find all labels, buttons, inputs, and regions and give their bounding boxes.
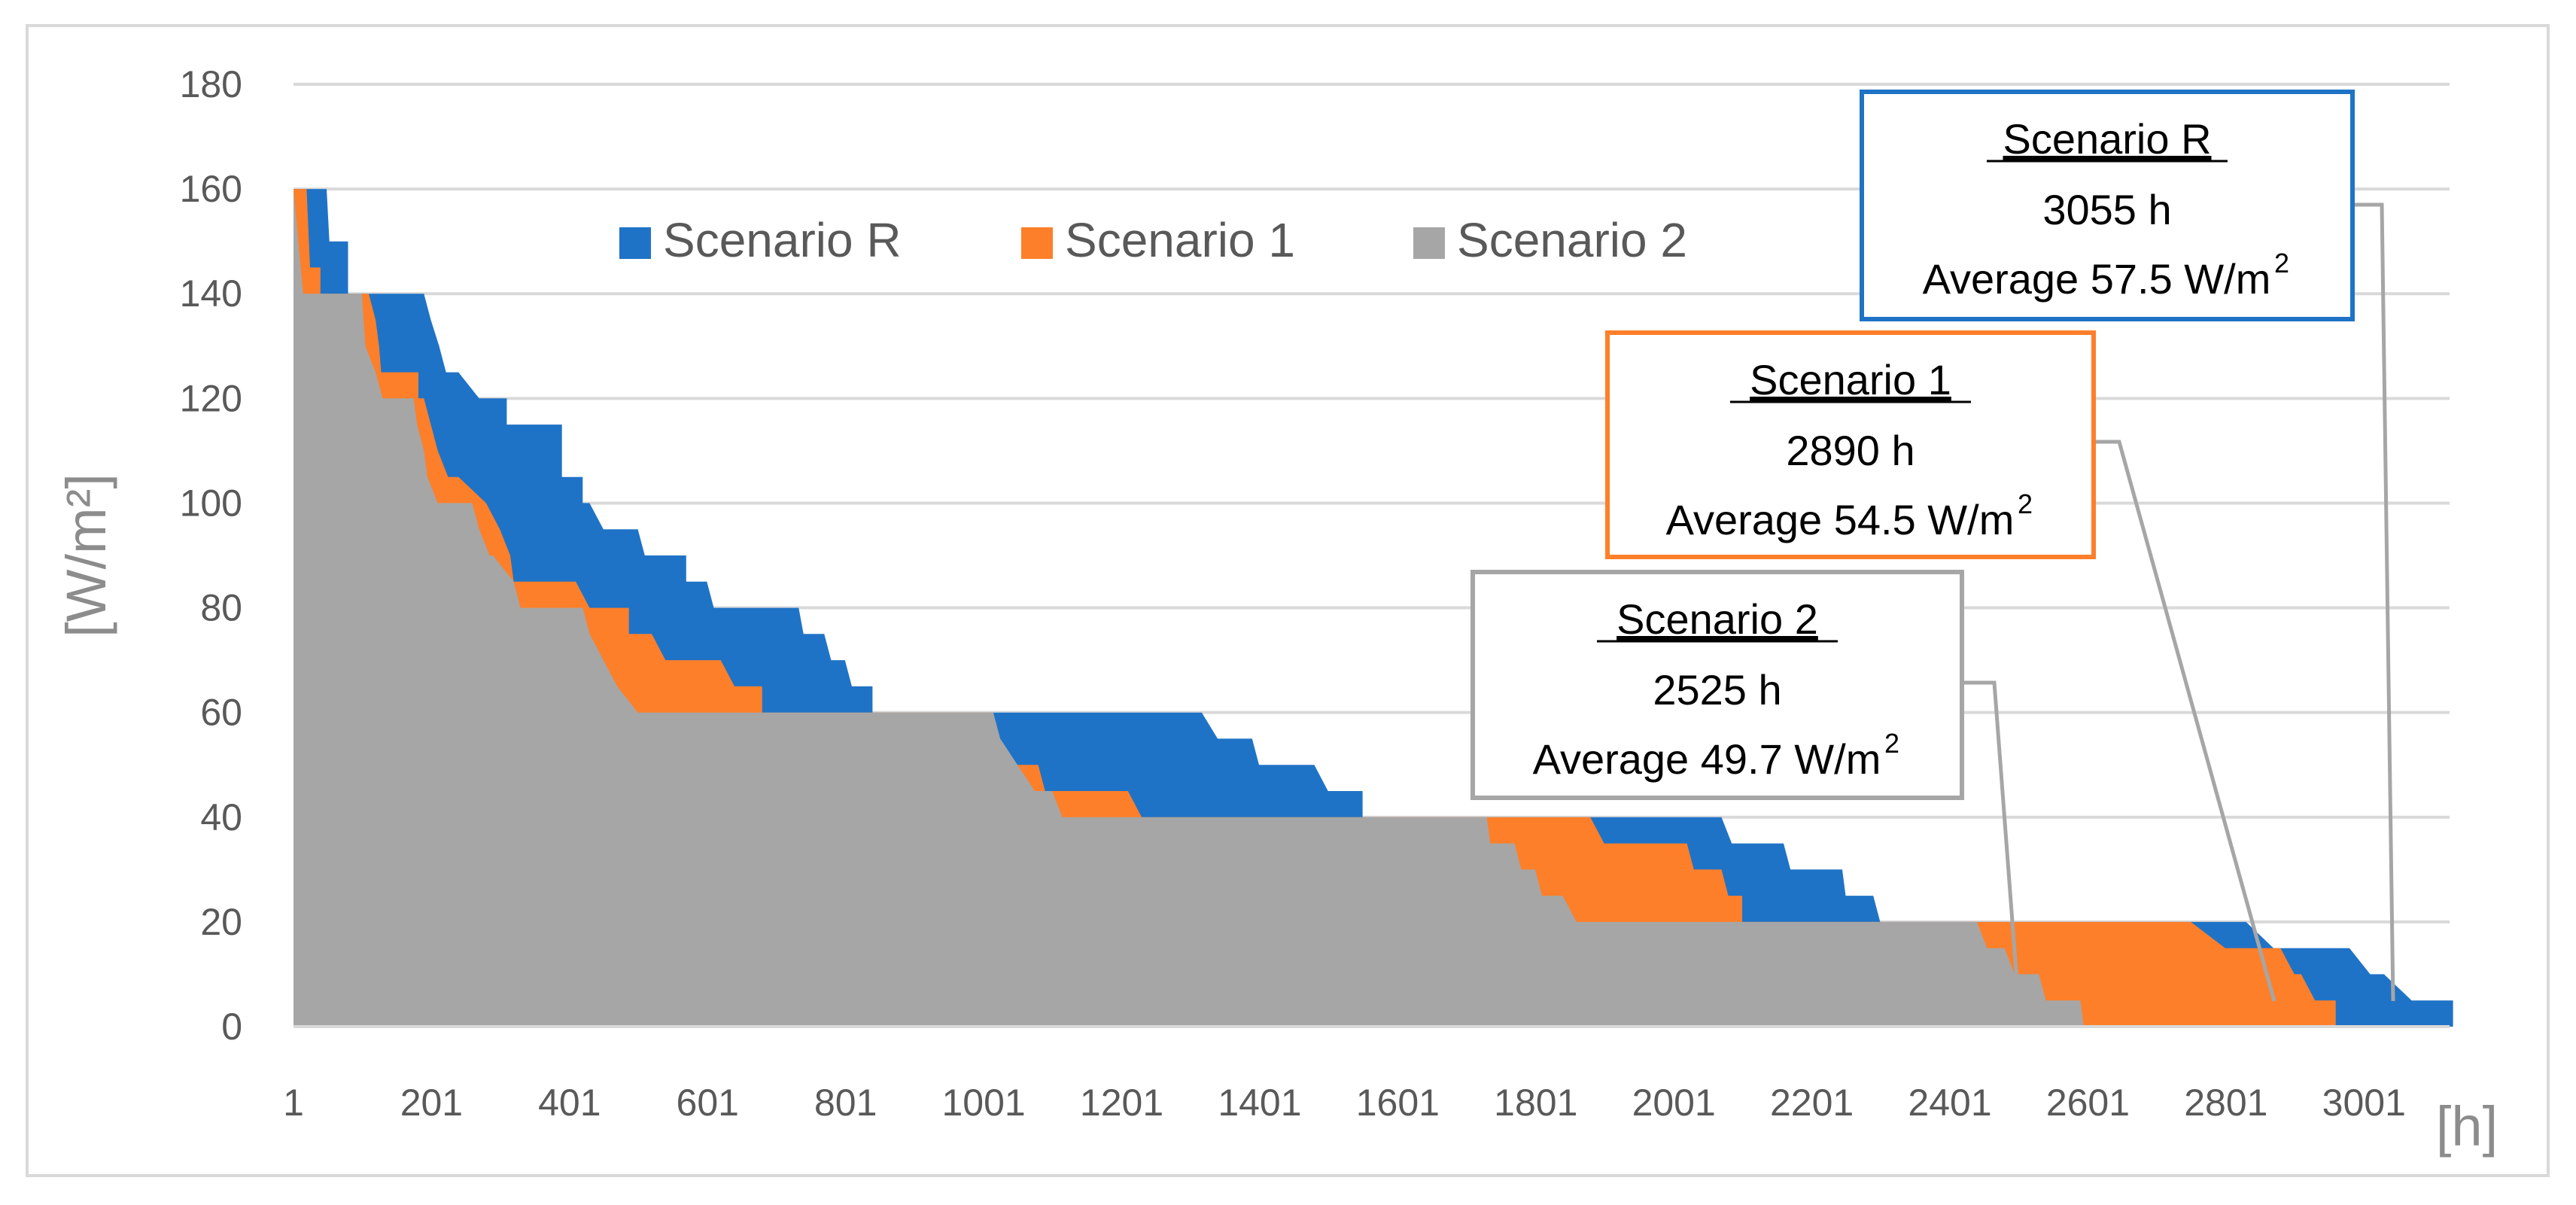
legend: Scenario R Scenario 1 Scenario 2 — [619, 213, 1687, 267]
x-tick-label: 2801 — [2184, 1082, 2267, 1124]
x-tick-label: 1 — [283, 1082, 304, 1124]
x-tick-label: 1401 — [1218, 1082, 1301, 1124]
x-tick-label: 1801 — [1494, 1082, 1577, 1124]
y-tick-label: 60 — [200, 692, 242, 734]
annotation-leader-line — [1962, 680, 2021, 1002]
annotation-leader-line — [2352, 202, 2395, 1002]
y-tick-label: 80 — [200, 587, 242, 629]
x-tick-label: 401 — [538, 1082, 601, 1124]
x-tick-label: 3001 — [2322, 1082, 2406, 1124]
x-tick-label: 2401 — [1908, 1082, 1991, 1124]
y-tick-label: 20 — [200, 901, 242, 943]
x-axis-title: [h] — [2436, 1095, 2498, 1158]
annotation-average-superscript: 2 — [2018, 488, 2033, 519]
y-tick-label: 140 — [180, 272, 242, 315]
leader-lines — [1962, 202, 2395, 1002]
x-tick-label: 1001 — [941, 1082, 1025, 1124]
annotation-title: Scenario 2 — [1616, 595, 1818, 643]
annotation-average-superscript: 2 — [1884, 728, 1899, 759]
series-area-scenario-2 — [293, 189, 2084, 1027]
annotation-title: Scenario R — [2003, 115, 2211, 163]
annotation-title: Scenario 1 — [1750, 356, 1951, 403]
x-tick-label: 2001 — [1632, 1082, 1716, 1124]
annotation-leader-line — [2094, 440, 2276, 1002]
x-tick-label: 1201 — [1080, 1082, 1163, 1124]
series-areas — [293, 189, 2453, 1027]
y-tick-label: 160 — [180, 168, 242, 210]
annotation-hours: 2890 h — [1786, 427, 1915, 474]
legend-swatch — [619, 227, 651, 259]
annotation-box — [1605, 330, 2096, 559]
x-tick-label: 2201 — [1770, 1082, 1854, 1124]
annotation-box — [1860, 90, 2355, 321]
legend-swatch — [1413, 227, 1445, 259]
x-tick-label: 2601 — [2046, 1082, 2130, 1124]
x-tick-label: 1601 — [1356, 1082, 1440, 1124]
y-axis-title: [W/m²] — [55, 473, 117, 637]
y-tick-label: 0 — [221, 1006, 242, 1048]
x-tick-label: 801 — [814, 1082, 877, 1124]
y-tick-label: 40 — [200, 796, 242, 838]
annotation-average: Average 49.7 W/m — [1533, 735, 1881, 783]
legend-label: Scenario 2 — [1457, 213, 1687, 267]
annotation-average: Average 54.5 W/m — [1666, 496, 2015, 543]
annotation-box — [1470, 570, 1964, 800]
legend-swatch — [1021, 227, 1053, 259]
annotation-hours: 2525 h — [1653, 666, 1781, 714]
y-tick-label: 120 — [180, 377, 242, 419]
annotation-average-superscript: 2 — [2274, 248, 2289, 278]
legend-label: Scenario 1 — [1065, 213, 1295, 267]
legend-label: Scenario R — [663, 213, 902, 267]
x-tick-label: 201 — [400, 1082, 463, 1124]
y-tick-label: 100 — [180, 482, 242, 524]
annotation-hours: 3055 h — [2042, 186, 2171, 233]
annotation-average: Average 57.5 W/m — [1923, 255, 2271, 303]
y-tick-label: 180 — [180, 63, 242, 105]
x-tick-label: 601 — [677, 1082, 739, 1124]
